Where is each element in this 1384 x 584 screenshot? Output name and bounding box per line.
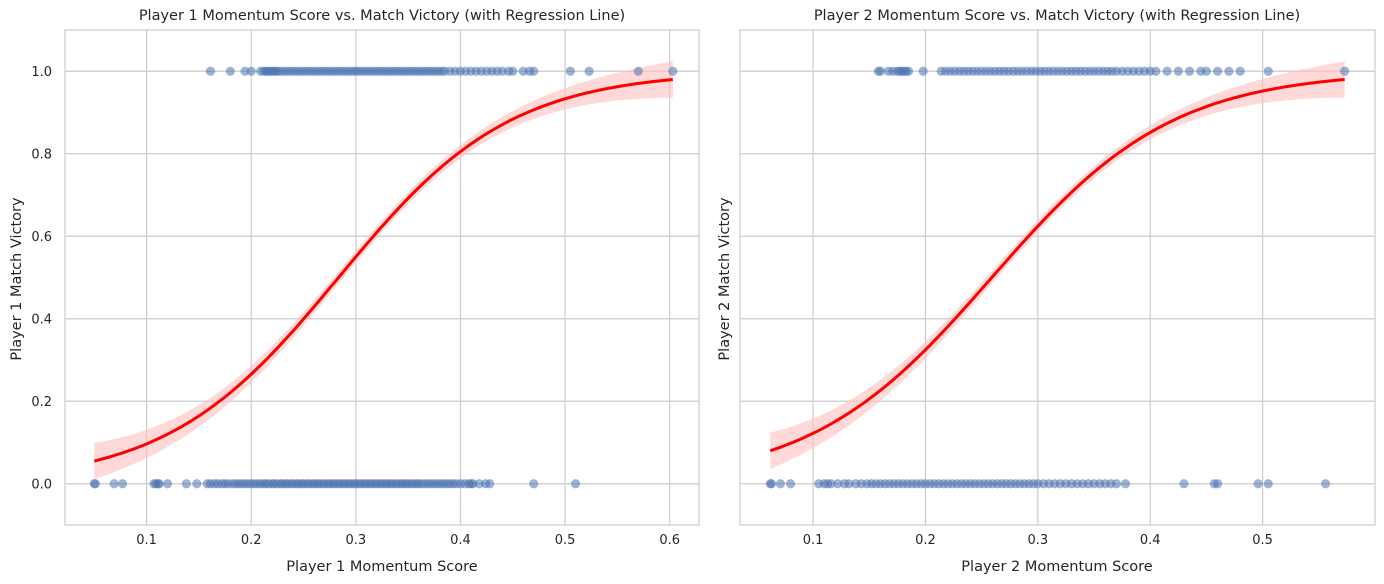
scatter-point (225, 66, 235, 76)
left-chart-title: Player 1 Momentum Score vs. Match Victor… (139, 8, 625, 24)
scatter-point (875, 66, 886, 76)
scatter-point (633, 66, 643, 76)
scatter-point (1235, 66, 1245, 76)
scatter-point (1224, 66, 1234, 76)
scatter-point (668, 66, 678, 76)
left-x-tick-label: 0.3 (346, 533, 367, 548)
right-x-tick-label: 0.1 (803, 533, 824, 548)
scatter-point (109, 479, 119, 489)
scatter-point (903, 66, 914, 76)
scatter-point (1111, 479, 1122, 489)
scatter-point (844, 479, 854, 489)
scatter-point (205, 66, 216, 76)
right-axes-frame (739, 29, 1376, 526)
scatter-point (833, 479, 843, 489)
left-chart-panel: Player 1 Momentum Score vs. Match Victor… (9, 8, 700, 575)
right-chart-panel: Player 2 Momentum Score vs. Match Victor… (717, 8, 1376, 575)
scatter-point (826, 479, 836, 489)
right-chart-title: Player 2 Momentum Score vs. Match Victor… (814, 8, 1300, 24)
scatter-point (485, 479, 495, 489)
left-x-tick-label: 0.1 (136, 533, 157, 548)
left-regression-line (93, 78, 673, 463)
left-scatter-points (89, 66, 678, 489)
scatter-point (162, 479, 173, 489)
scatter-point (1213, 66, 1223, 76)
right-regression-line (769, 78, 1345, 453)
right-x-axis-label: Player 2 Momentum Score (961, 559, 1152, 575)
scatter-point (918, 66, 928, 76)
left-axes-frame (64, 29, 700, 526)
scatter-point (181, 479, 191, 489)
scatter-point (117, 479, 128, 489)
right-scatter-points (765, 66, 1350, 489)
scatter-point (570, 479, 581, 489)
left-y-tick-label: 1.0 (31, 65, 52, 80)
left-y-tick-label: 0.6 (31, 230, 52, 245)
scatter-point (1162, 66, 1172, 76)
left-x-tick-label: 0.5 (555, 533, 576, 548)
scatter-point (1213, 479, 1223, 489)
left-x-tick-label: 0.4 (450, 533, 471, 548)
left-y-tick-label: 0.4 (31, 312, 52, 327)
right-confidence-band (770, 61, 1345, 469)
right-x-tick-label: 0.2 (915, 533, 936, 548)
scatter-point (1201, 66, 1212, 76)
right-y-axis-label: Player 2 Match Victory (717, 197, 733, 361)
left-y-tick-label: 0.0 (31, 477, 52, 492)
scatter-point (1173, 66, 1183, 76)
right-x-tick-label: 0.5 (1252, 533, 1273, 548)
scatter-point (508, 66, 518, 76)
left-plot-area: 0.1 0.2 0.3 0.4 0.5 0.6 0.0 0.2 0.4 0.6 0.8 1.0 (31, 29, 700, 548)
scatter-point (1263, 479, 1273, 489)
scatter-point (775, 479, 786, 489)
left-y-axis-label: Player 1 Match Victory (9, 197, 25, 361)
left-x-axis-label: Player 1 Momentum Score (286, 559, 477, 575)
scatter-point (565, 66, 575, 76)
scatter-point (766, 479, 777, 489)
scatter-point (1179, 479, 1189, 489)
scatter-point (1263, 66, 1273, 76)
scatter-point (1120, 479, 1131, 489)
scatter-point (529, 479, 539, 489)
left-confidence-band (94, 61, 673, 480)
scatter-point (1340, 66, 1350, 76)
right-x-tick-label: 0.3 (1027, 533, 1048, 548)
left-x-tick-label: 0.2 (241, 533, 262, 548)
left-y-tick-label: 0.2 (31, 395, 52, 410)
scatter-point (1320, 479, 1331, 489)
right-x-tick-label: 0.4 (1140, 533, 1161, 548)
scatter-point (246, 66, 256, 76)
scatter-point (154, 479, 164, 489)
left-x-tick-label: 0.6 (659, 533, 680, 548)
scatter-point (90, 479, 100, 489)
scatter-point (1151, 66, 1161, 76)
scatter-point (1253, 479, 1263, 489)
left-y-tick-label: 0.8 (31, 147, 52, 162)
scatter-point (529, 66, 539, 76)
right-plot-area: 0.1 0.2 0.3 0.4 0.5 (739, 29, 1376, 548)
scatter-point (1184, 66, 1195, 76)
scatter-point (192, 479, 202, 489)
scatter-point (584, 66, 594, 76)
scatter-point (785, 479, 796, 489)
